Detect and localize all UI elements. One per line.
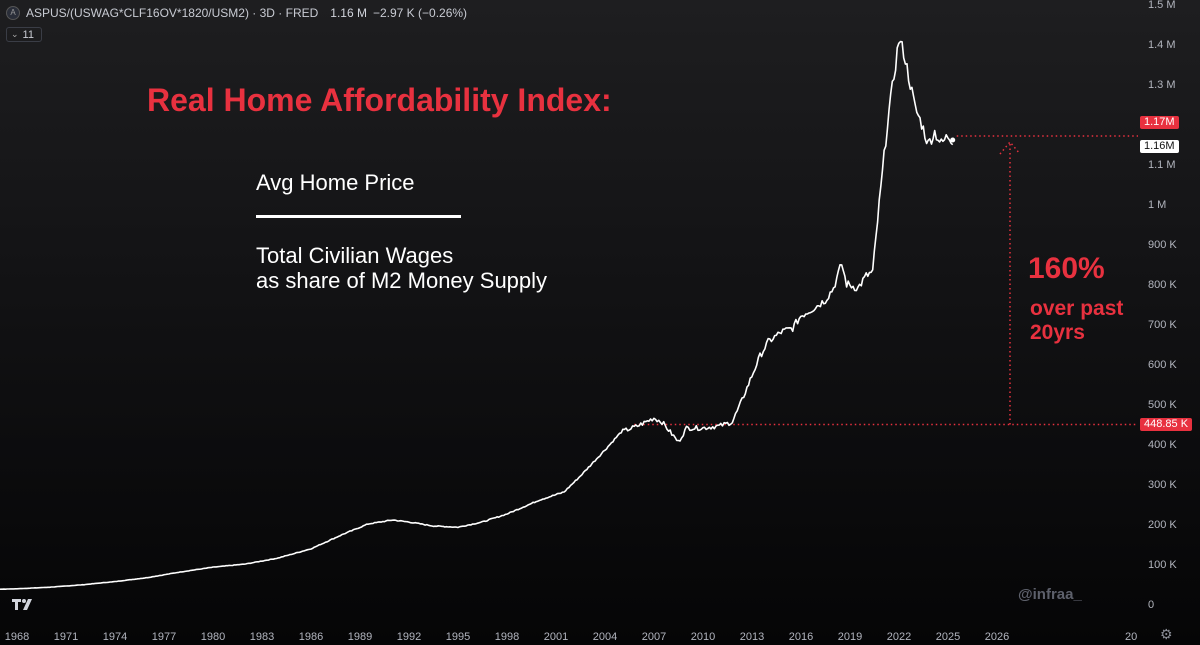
x-tick-label: 1986 [299, 631, 323, 643]
interval-label: 11 [22, 28, 34, 41]
series-line-affordability-index [0, 40, 954, 591]
price-tag-high: 1.17M [1140, 116, 1179, 130]
last-value: 1.16 M [330, 6, 367, 20]
x-tick-label: 2026 [985, 631, 1009, 643]
formula-numerator: Avg Home Price [256, 170, 415, 195]
x-tick-label: 2019 [838, 631, 862, 643]
author-watermark: @infraa_ [1018, 586, 1082, 603]
percent-change-caption: over past 20yrs [1030, 297, 1124, 344]
symbol-header: A ASPUS/(USWAG*CLF16OV*1820/USM2) · 3D ·… [6, 4, 467, 22]
x-tick-label: 2007 [642, 631, 666, 643]
y-tick-label: 600 K [1148, 359, 1177, 371]
x-axis: 1968 1971 1974 1977 1980 1983 1986 1989 1992 1995… [5, 631, 1137, 643]
y-tick-label: 300 K [1148, 479, 1177, 491]
tradingview-logo-icon[interactable] [10, 596, 38, 612]
change-value: −2.97 K (−0.26%) [372, 6, 468, 20]
y-tick-label: 700 K [1148, 319, 1177, 331]
price-tag-base: 448.85 K [1140, 417, 1193, 431]
formula-denominator-line1: Total Civilian Wages [256, 243, 454, 268]
percent-change-label: 160% [1028, 252, 1105, 285]
y-tick-label: 500 K [1148, 399, 1177, 411]
price-tag-last: 1.16M [1140, 139, 1179, 153]
x-tick-label: 2001 [544, 631, 568, 643]
formula-divider [256, 215, 461, 218]
last-point-marker [950, 137, 956, 143]
y-tick-label: 1.4 M [1148, 39, 1176, 51]
y-tick-label: 1.5 M [1148, 0, 1176, 11]
x-tick-label: 2016 [789, 631, 813, 643]
x-tick-label: 2010 [691, 631, 715, 643]
x-tick-label: 1974 [103, 631, 127, 643]
y-tick-label: 900 K [1148, 239, 1177, 251]
x-tick-label: 1971 [54, 631, 78, 643]
chevron-down-icon: ⌄ [11, 29, 19, 39]
y-tick-label: 100 K [1148, 559, 1177, 571]
arrow-up-icon [999, 140, 1021, 155]
x-tick-label: 2013 [740, 631, 764, 643]
x-tick-label: 1977 [152, 631, 176, 643]
chart-title: Real Home Affordability Index: [147, 82, 612, 118]
y-tick-label: 1.3 M [1148, 79, 1176, 91]
x-tick-label: 1998 [495, 631, 519, 643]
x-tick-label: 20 [1125, 631, 1137, 643]
y-tick-label: 200 K [1148, 519, 1177, 531]
y-tick-label: 1 M [1148, 199, 1166, 211]
x-tick-label: 2022 [887, 631, 911, 643]
x-tick-label: 1983 [250, 631, 274, 643]
formula-denominator: Total Civilian Wages as share of M2 Mone… [256, 243, 547, 293]
y-tick-label: 0 [1148, 599, 1154, 611]
x-tick-label: 1968 [5, 631, 29, 643]
x-tick-label: 1989 [348, 631, 372, 643]
x-tick-label: 1980 [201, 631, 225, 643]
settings-gear-icon[interactable]: ⚙ [1160, 626, 1173, 642]
symbol-logo-icon: A [6, 6, 20, 20]
symbol-title[interactable]: ASPUS/(USWAG*CLF16OV*1820/USM2) · 3D · F… [26, 6, 319, 20]
y-tick-label: 400 K [1148, 439, 1177, 451]
guide-lines [634, 135, 1138, 426]
x-tick-label: 2004 [593, 631, 617, 643]
x-tick-label: 1995 [446, 631, 470, 643]
y-tick-label: 800 K [1148, 279, 1177, 291]
formula-denominator-line2: as share of M2 Money Supply [256, 268, 548, 293]
x-tick-label: 2025 [936, 631, 960, 643]
y-tick-label: 1.1 M [1148, 159, 1176, 171]
interval-selector[interactable]: ⌄ 11 [6, 27, 42, 42]
x-tick-label: 1992 [397, 631, 421, 643]
